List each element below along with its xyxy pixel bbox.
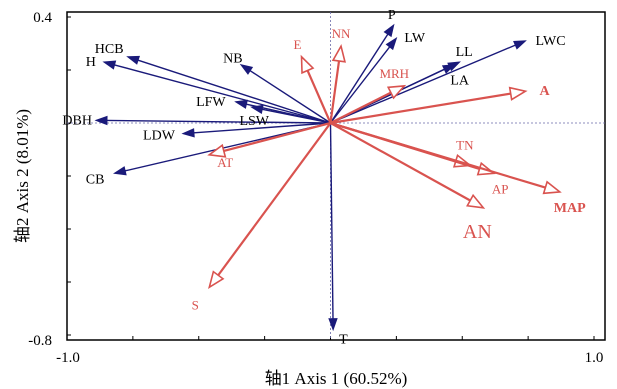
arrowhead-map [542, 180, 562, 195]
label-lsw: LSW [239, 114, 269, 129]
y-axis-title: 轴2 Axis 2 (8.01%) [13, 109, 32, 243]
arrowhead-t [328, 318, 338, 332]
label-p: P [388, 8, 396, 23]
arrowhead-ldw [181, 128, 195, 138]
x-axis-title: 轴1 Axis 1 (60.52%) [265, 369, 408, 388]
vector-h [114, 64, 331, 124]
label-cb: CB [86, 172, 105, 187]
vector-dbh [106, 119, 331, 124]
arrowhead-lw [385, 37, 398, 51]
label-ll: LL [456, 45, 473, 60]
arrowhead-hcb [126, 55, 141, 65]
arrowhead-lfw [234, 99, 248, 109]
arrowhead-at [207, 143, 227, 158]
label-nb: NB [223, 52, 242, 67]
vector-lwc [330, 44, 516, 124]
label-at: AT [217, 155, 233, 170]
vector-nn [329, 60, 341, 124]
label-s: S [192, 297, 199, 312]
label-map: MAP [554, 201, 586, 216]
vector-e [306, 70, 332, 124]
label-nn: NN [332, 26, 351, 41]
label-an: AN [463, 221, 492, 243]
arrowhead-mrh [386, 84, 407, 100]
vector-at [223, 121, 331, 153]
x-tick-right: 1.0 [585, 350, 604, 366]
vector-t [329, 122, 334, 319]
arrowhead-cb [113, 166, 127, 176]
label-lfw: LFW [196, 95, 226, 110]
vector-nb [249, 70, 331, 124]
x-tick-left: -1.0 [56, 350, 80, 366]
vector-a [330, 92, 511, 125]
vector-map [330, 121, 546, 189]
arrowhead-lwc [513, 40, 527, 50]
label-h: H [86, 55, 96, 70]
label-hcb: HCB [95, 42, 124, 57]
label-a: A [539, 84, 550, 99]
vector-lw [329, 46, 391, 124]
arrowhead-nn [331, 44, 347, 63]
arrowhead-an [466, 193, 486, 209]
vector-lsw [262, 108, 331, 124]
vector-p [329, 33, 389, 124]
arrowhead-s [208, 270, 225, 290]
label-mrh: MRH [379, 66, 409, 81]
arrowhead-a [508, 86, 528, 101]
vectors-layer [94, 23, 562, 332]
vector-mrh [330, 91, 392, 124]
label-lwc: LWC [535, 34, 565, 49]
vector-hcb [137, 59, 331, 124]
vector-an [329, 122, 471, 202]
vector-ldw [193, 122, 331, 134]
y-tick-top: 0.4 [33, 10, 52, 26]
vector-s [217, 122, 332, 276]
arrowhead-lsw [250, 104, 264, 114]
arrowhead-p [383, 23, 395, 38]
label-t: T [339, 333, 348, 348]
label-e: E [294, 37, 302, 52]
arrowhead-la [441, 64, 456, 74]
arrowhead-dbh [94, 115, 108, 126]
arrowhead-h [102, 60, 117, 70]
y-tick-bottom: -0.8 [28, 333, 52, 349]
label-la: LA [450, 74, 470, 89]
label-dbh: DBH [62, 113, 92, 128]
arrowhead-nb [239, 63, 254, 75]
label-lw: LW [404, 31, 426, 46]
label-ldw: LDW [143, 129, 176, 144]
arrowhead-e [300, 54, 315, 75]
label-ap: AP [492, 181, 509, 196]
label-tn: TN [456, 137, 474, 152]
